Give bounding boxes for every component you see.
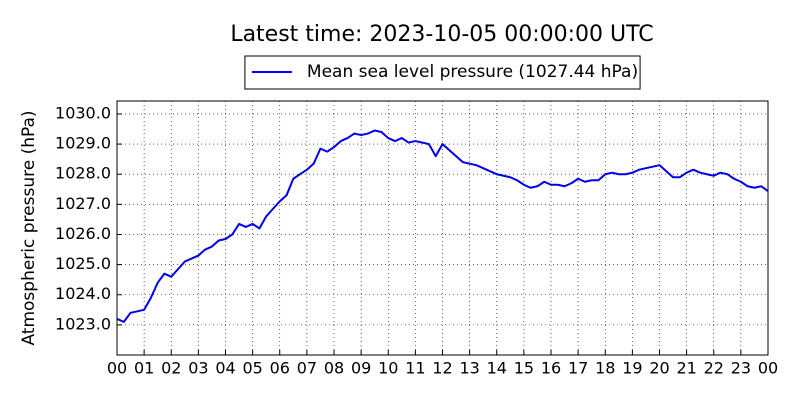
y-tick-label: 1024.0 xyxy=(55,284,111,303)
data-line xyxy=(116,129,769,323)
x-tick-label: 19 xyxy=(622,359,642,378)
x-tick-label: 20 xyxy=(649,359,669,378)
x-tick-label: 21 xyxy=(676,359,696,378)
y-tick-label: 1025.0 xyxy=(55,254,111,273)
x-tick-label: 00 xyxy=(758,359,778,378)
y-tick-label: 1023.0 xyxy=(55,314,111,333)
x-tick-label: 01 xyxy=(134,359,154,378)
x-tick-label: 10 xyxy=(378,359,398,378)
x-tick-label: 04 xyxy=(215,359,235,378)
x-tick-label: 16 xyxy=(541,359,561,378)
legend-label: Mean sea level pressure (1027.44 hPa) xyxy=(307,62,638,82)
x-tick-label: 00 xyxy=(107,359,127,378)
legend-box xyxy=(244,55,641,90)
chart-title: Latest time: 2023-10-05 00:00:00 UTC xyxy=(230,22,653,47)
x-tick-label: 06 xyxy=(270,359,290,378)
x-tick-label: 17 xyxy=(568,359,588,378)
y-tick-label: 1026.0 xyxy=(55,224,111,243)
x-tick-label: 14 xyxy=(487,359,507,378)
x-tick-label: 09 xyxy=(351,359,371,378)
x-tick-label: 22 xyxy=(704,359,724,378)
y-tick-label: 1030.0 xyxy=(55,103,111,122)
x-tick-label: 12 xyxy=(432,359,452,378)
x-tick-label: 07 xyxy=(297,359,317,378)
x-tick-label: 23 xyxy=(731,359,751,378)
y-tick-label: 1029.0 xyxy=(55,134,111,153)
y-tick-label: 1028.0 xyxy=(55,164,111,183)
x-tick-label: 11 xyxy=(405,359,425,378)
y-tick-label: 1027.0 xyxy=(55,194,111,213)
x-tick-label: 03 xyxy=(188,359,208,378)
x-tick-label: 13 xyxy=(459,359,479,378)
x-tick-label: 18 xyxy=(595,359,615,378)
x-tick-label: 15 xyxy=(514,359,534,378)
x-tick-label: 08 xyxy=(324,359,344,378)
plot-frame xyxy=(116,100,769,356)
y-axis-label: Atmospheric pressure (hPa) xyxy=(19,110,39,345)
x-tick-label: 02 xyxy=(161,359,181,378)
x-tick-label: 05 xyxy=(242,359,262,378)
